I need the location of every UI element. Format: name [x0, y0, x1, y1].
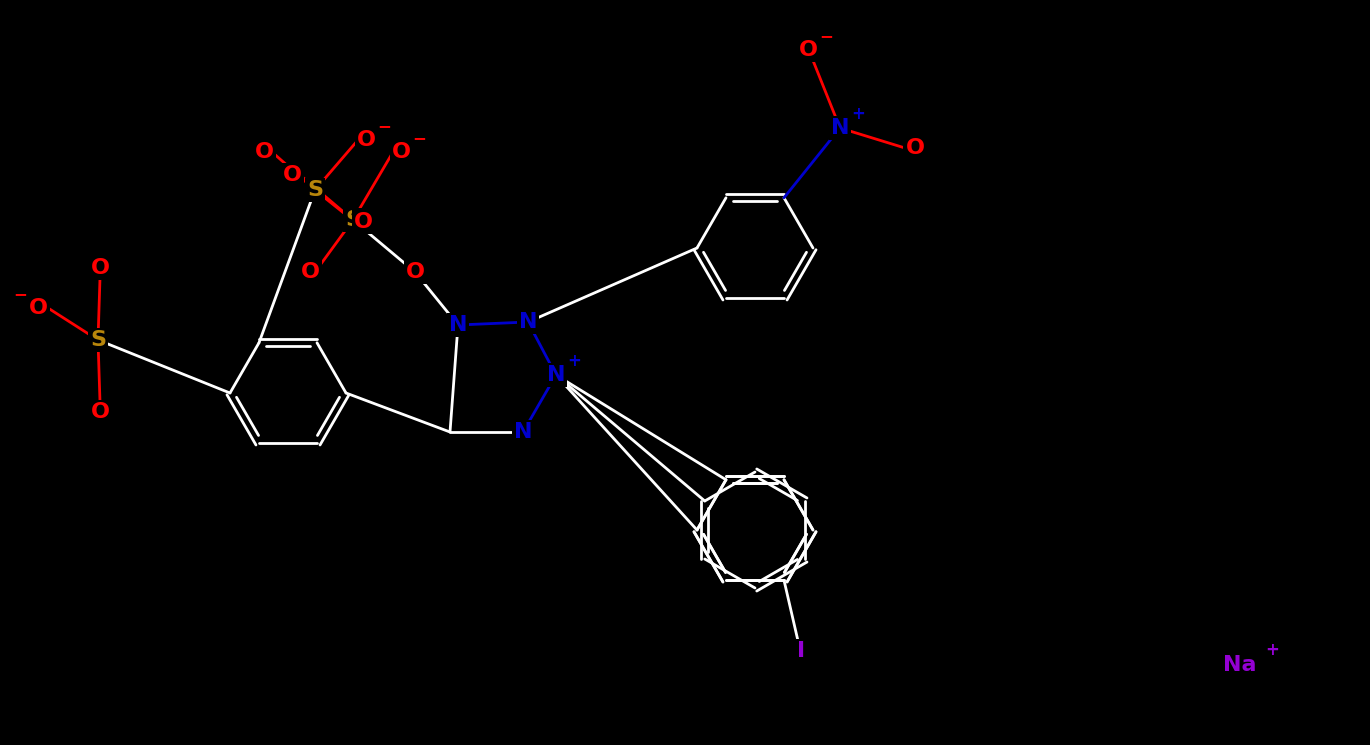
Text: O: O [255, 142, 274, 162]
Text: −: − [14, 285, 27, 303]
Text: −: − [377, 117, 390, 135]
Text: O: O [353, 212, 373, 232]
Text: O: O [300, 262, 319, 282]
Text: S: S [307, 180, 323, 200]
Text: I: I [797, 641, 806, 662]
Text: O: O [90, 402, 110, 422]
Text: +: + [1265, 641, 1280, 659]
Text: N: N [449, 315, 467, 335]
Text: O: O [906, 138, 925, 158]
Text: O: O [282, 165, 301, 185]
Text: S: S [90, 330, 105, 350]
Text: O: O [392, 142, 411, 162]
Text: +: + [567, 352, 581, 370]
Text: N: N [519, 312, 537, 332]
Text: O: O [29, 298, 48, 318]
Text: O: O [356, 130, 375, 150]
Text: O: O [799, 40, 818, 60]
Text: S: S [345, 210, 362, 230]
Text: −: − [819, 27, 833, 45]
Text: N: N [514, 422, 533, 442]
Text: N: N [547, 365, 566, 385]
Text: N: N [830, 118, 849, 138]
Text: Na: Na [1223, 655, 1256, 675]
Text: O: O [90, 258, 110, 278]
Text: O: O [406, 262, 425, 282]
Text: +: + [851, 105, 864, 123]
Text: −: − [412, 129, 426, 147]
